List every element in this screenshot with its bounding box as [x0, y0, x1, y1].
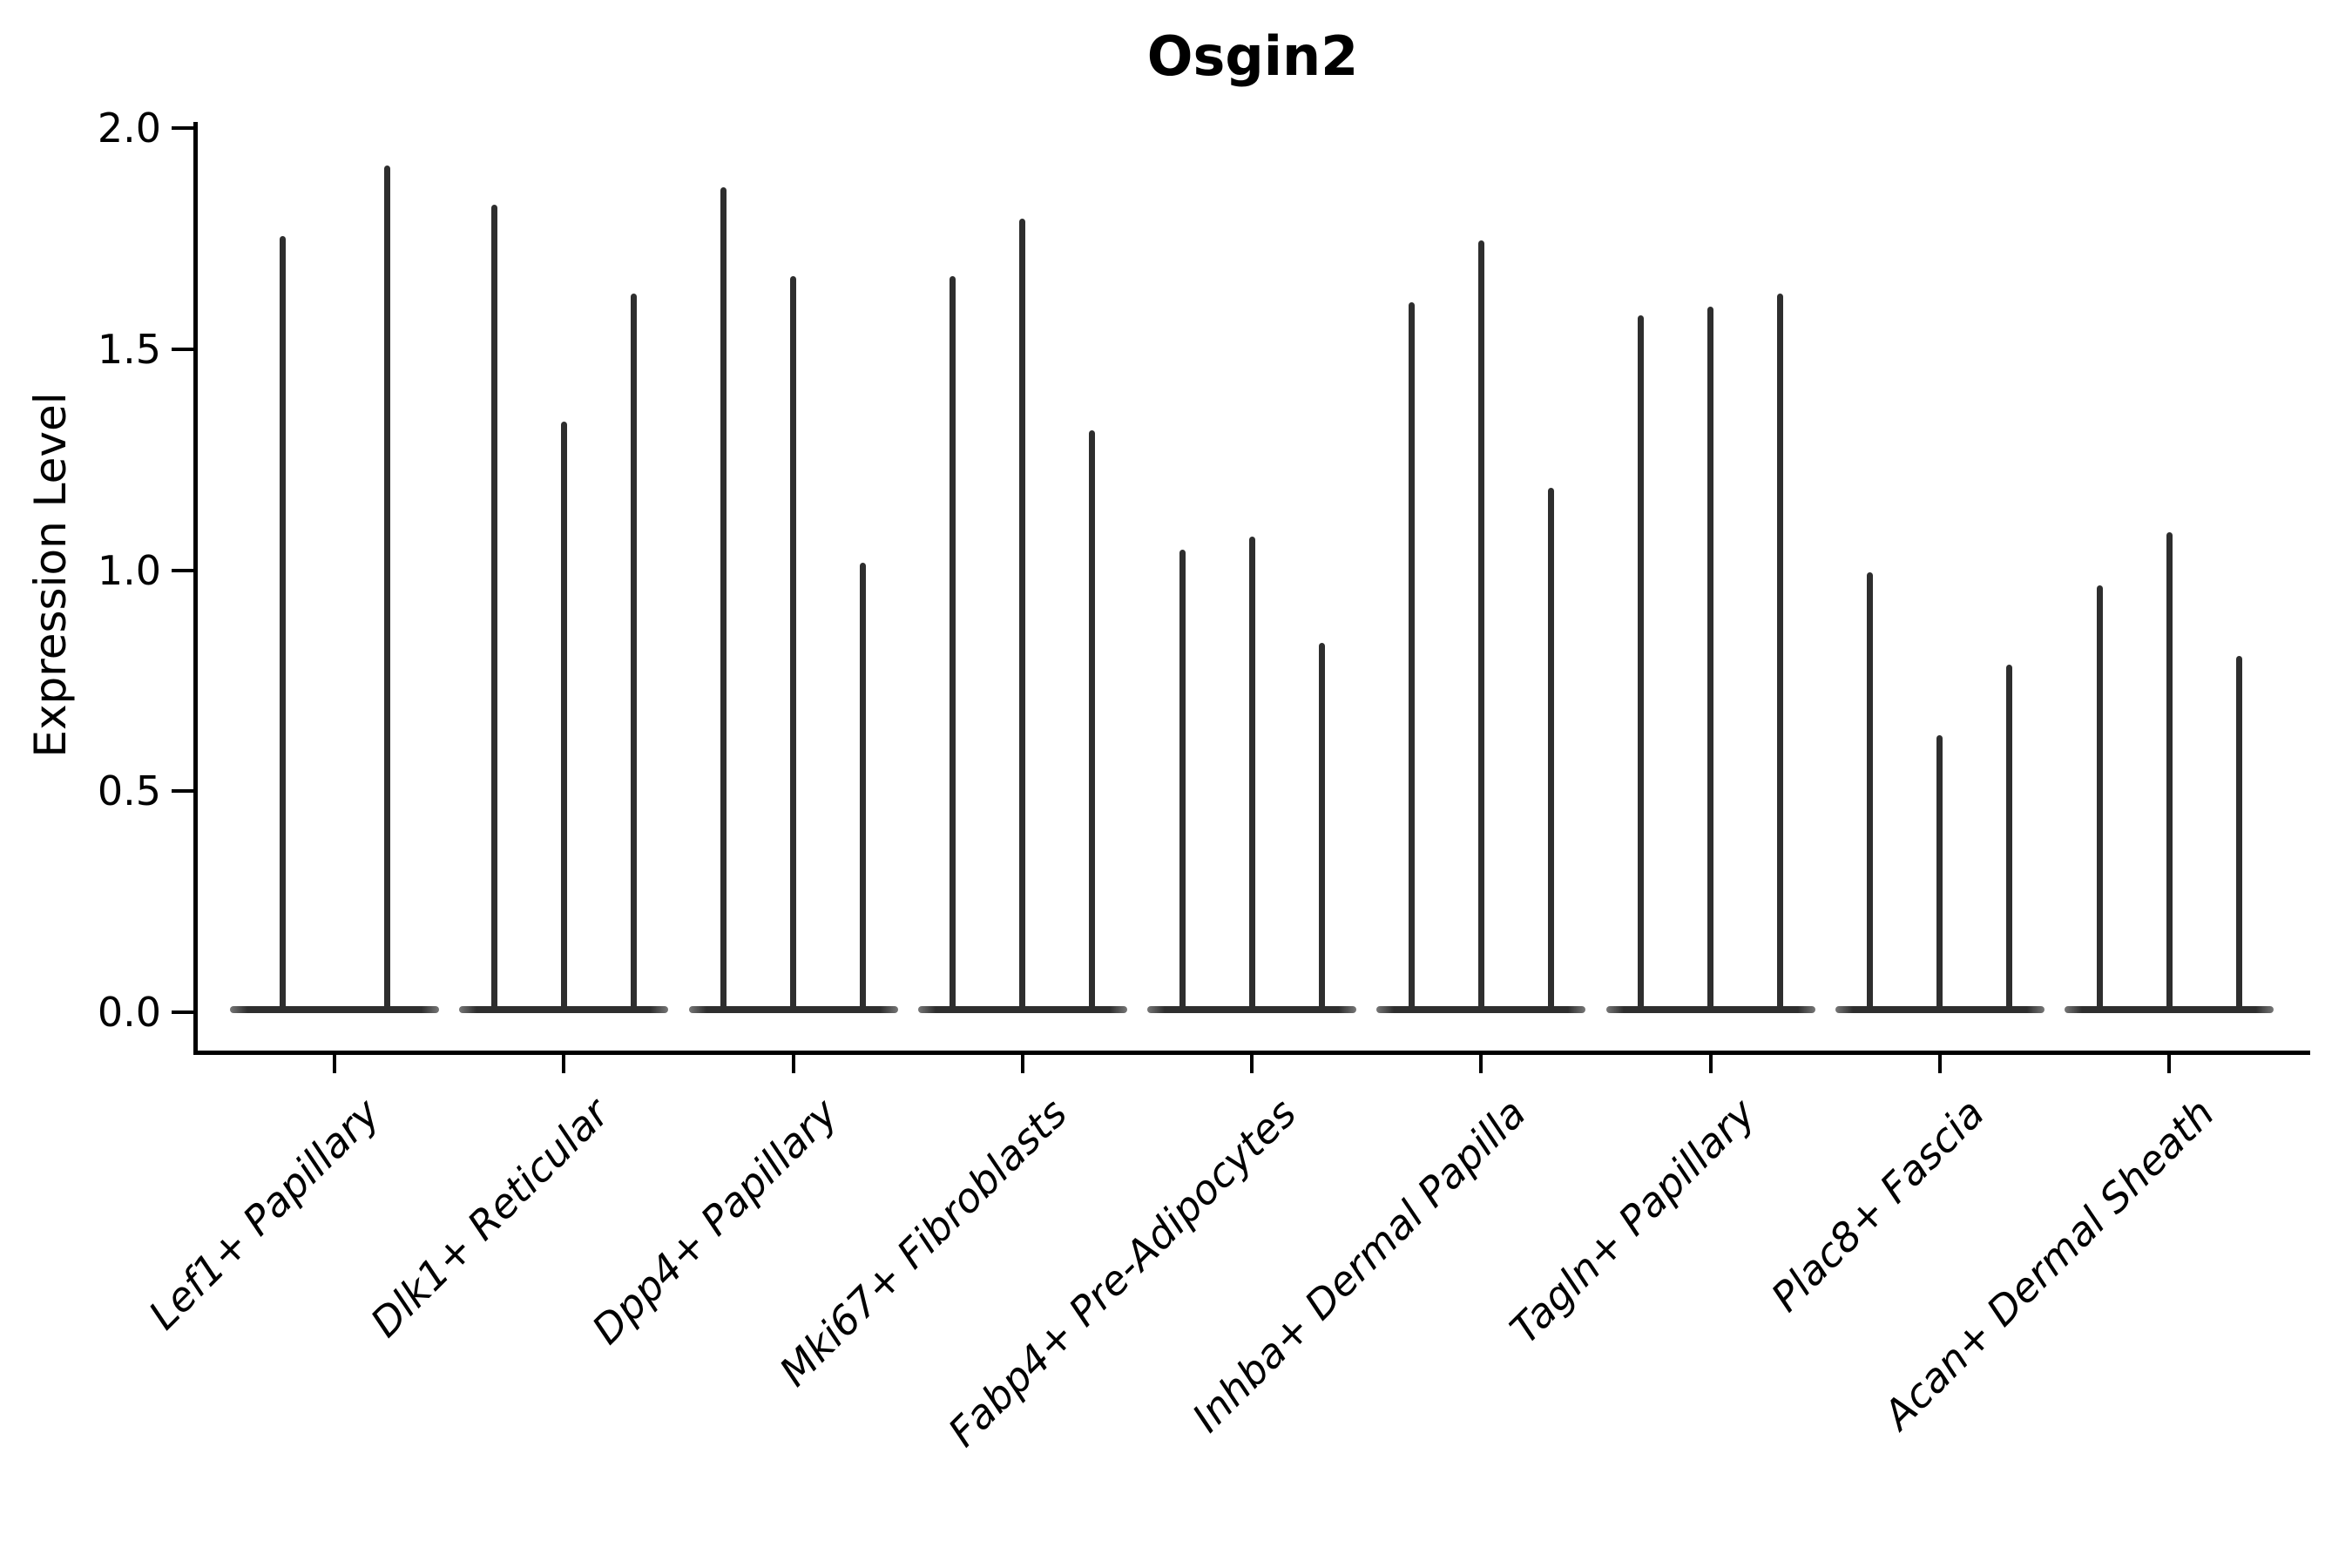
- y-tick-mark: [172, 126, 193, 130]
- violin: [1089, 430, 1096, 1012]
- violin-base: [230, 1006, 439, 1013]
- violin: [1547, 488, 1554, 1012]
- violin: [279, 235, 286, 1012]
- y-tick-label: 0.0: [97, 989, 161, 1036]
- violin: [1408, 302, 1415, 1012]
- violin: [860, 563, 866, 1012]
- violin: [790, 275, 796, 1012]
- violin: [2235, 656, 2242, 1012]
- x-tick-mark: [791, 1052, 795, 1073]
- violin: [2006, 665, 2013, 1012]
- violin: [950, 275, 956, 1012]
- x-tick-label: Dlk1+ Reticular: [361, 1089, 618, 1347]
- violin: [383, 165, 390, 1012]
- x-tick-mark: [1937, 1052, 1942, 1073]
- violin: [1867, 571, 1874, 1012]
- x-tick-mark: [1020, 1052, 1024, 1073]
- violin: [2166, 531, 2173, 1012]
- violin: [490, 205, 497, 1012]
- y-tick-label: 0.5: [97, 767, 161, 815]
- x-tick-mark: [2167, 1052, 2171, 1073]
- y-tick-mark: [172, 347, 193, 351]
- x-tick-label: Tagln+ Papillary: [1500, 1089, 1765, 1353]
- chart-title: Osgin2: [1146, 24, 1359, 88]
- violin: [1019, 218, 1026, 1012]
- x-tick-mark: [333, 1052, 336, 1073]
- x-tick-label: Dpp4+ Papillary: [583, 1089, 848, 1354]
- x-tick-label: Lef1+ Papillary: [139, 1089, 389, 1339]
- violin: [630, 293, 637, 1012]
- x-tick-mark: [562, 1052, 566, 1073]
- violin: [1936, 735, 1943, 1012]
- y-tick-mark: [172, 1010, 193, 1014]
- x-tick-mark: [1708, 1052, 1713, 1073]
- violin: [1477, 240, 1484, 1012]
- y-tick-label: 1.5: [97, 325, 161, 373]
- violin: [1248, 536, 1255, 1012]
- violin: [1318, 642, 1325, 1012]
- x-tick-mark: [1250, 1052, 1254, 1073]
- violin: [1179, 550, 1186, 1012]
- y-tick-label: 2.0: [97, 105, 161, 152]
- violin: [1638, 315, 1644, 1012]
- x-tick-label: Plac8+ Fascia: [1762, 1089, 1994, 1321]
- y-tick-mark: [172, 568, 193, 572]
- y-axis-spine: [193, 122, 198, 1055]
- x-tick-mark: [1479, 1052, 1484, 1073]
- violin: [1777, 293, 1783, 1012]
- violin: [1707, 307, 1713, 1012]
- y-tick-label: 1.0: [97, 546, 161, 594]
- y-tick-mark: [172, 789, 193, 794]
- violin: [560, 422, 567, 1012]
- violin: [2096, 585, 2103, 1012]
- violin: [720, 187, 727, 1012]
